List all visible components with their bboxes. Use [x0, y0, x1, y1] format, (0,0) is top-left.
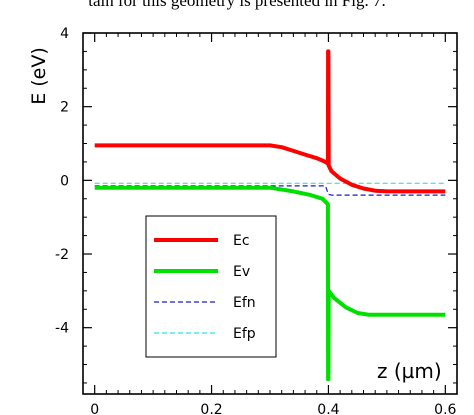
legend-label-efn: Efn: [233, 295, 256, 311]
legend-label-ev: Ev: [233, 264, 250, 280]
legend-box: [145, 215, 277, 358]
series-line-ec: [94, 49, 446, 194]
x-tick-label: 0: [90, 402, 99, 415]
y-axis-title: E (eV): [28, 47, 50, 105]
series-layer: [94, 49, 446, 382]
axis-ticks: [83, 32, 457, 394]
y-tick-label: 0: [60, 173, 69, 189]
legend-label-efp: Efp: [233, 326, 256, 342]
y-tick-label: -2: [55, 247, 69, 263]
x-tick-label: 0.6: [434, 402, 456, 415]
legend: Ec Ev Efn Efp: [145, 215, 277, 358]
legend-label-ec: Ec: [233, 233, 250, 249]
figure-caption: tain for this geometry is presented in F…: [88, 0, 386, 10]
x-axis-title: z (µm): [377, 359, 442, 383]
y-tick-label: 2: [60, 100, 69, 116]
y-tick-label: -4: [55, 321, 69, 337]
x-tick-label: 0.4: [317, 402, 339, 415]
x-tick-label: 0.2: [200, 402, 222, 415]
y-tick-label: 4: [60, 26, 69, 42]
series-line-ev: [94, 185, 446, 382]
tick-labels: 0 0.2 0.4 0.6 4 2 0 -2 -4: [55, 26, 457, 415]
